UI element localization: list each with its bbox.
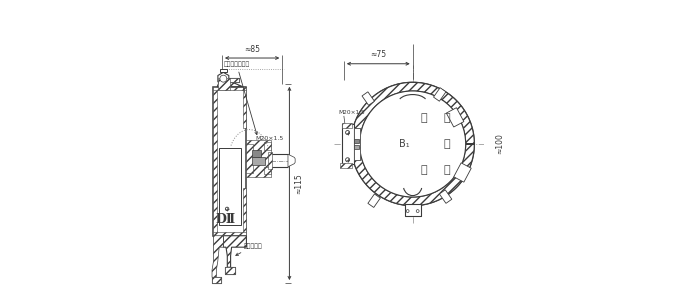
Text: 路: 路 [444, 113, 450, 123]
Circle shape [359, 91, 466, 197]
Bar [243, 87, 246, 128]
Polygon shape [217, 82, 243, 87]
Text: B₁: B₁ [399, 139, 409, 149]
Bar [213, 87, 217, 236]
Bar [354, 128, 359, 160]
Bar [446, 108, 464, 127]
Bar [362, 92, 374, 105]
Bar [355, 145, 359, 149]
Bar [225, 267, 235, 274]
Bar [355, 139, 359, 143]
Bar [246, 140, 271, 177]
Bar [439, 190, 452, 203]
Bar [220, 69, 227, 72]
Bar [264, 143, 271, 150]
Bar [243, 188, 246, 236]
Bar [252, 157, 265, 165]
Bar [213, 87, 246, 90]
Text: ≈85: ≈85 [244, 45, 260, 54]
Circle shape [225, 207, 228, 211]
Text: ≈75: ≈75 [370, 50, 386, 59]
Circle shape [416, 210, 419, 213]
Polygon shape [218, 72, 228, 85]
Bar [213, 232, 246, 236]
Bar [219, 78, 239, 82]
Text: DⅡ: DⅡ [215, 213, 235, 226]
Text: 隔爆接合面: 隔爆接合面 [236, 243, 263, 255]
Bar [454, 163, 471, 182]
Bar [212, 277, 221, 283]
Bar [342, 124, 354, 164]
Polygon shape [212, 236, 223, 277]
Bar [340, 163, 352, 168]
Circle shape [351, 82, 474, 206]
Bar [218, 78, 230, 90]
Text: 线: 线 [444, 165, 450, 175]
Bar [225, 267, 235, 274]
Text: 圆筒隔爆接合面: 圆筒隔爆接合面 [223, 61, 257, 134]
Circle shape [346, 130, 350, 134]
Polygon shape [288, 154, 295, 167]
Circle shape [406, 210, 409, 213]
Text: 断: 断 [421, 113, 428, 123]
Text: 器: 器 [444, 139, 450, 149]
Bar [434, 88, 446, 101]
Bar [246, 144, 253, 173]
Bar [405, 204, 421, 216]
Text: ≈100: ≈100 [496, 134, 505, 154]
Bar [354, 128, 359, 160]
Bar [264, 167, 271, 174]
Text: ≈115: ≈115 [294, 173, 303, 194]
Polygon shape [223, 236, 246, 267]
Bar [368, 194, 381, 207]
Bar [219, 148, 241, 226]
Circle shape [346, 158, 350, 162]
Bar [213, 87, 246, 236]
Text: M20×1.5: M20×1.5 [255, 136, 283, 141]
Polygon shape [351, 82, 474, 206]
Bar [342, 124, 354, 164]
Text: 接: 接 [421, 165, 428, 175]
Bar [252, 150, 261, 157]
Circle shape [220, 75, 227, 82]
Bar [219, 78, 239, 82]
Bar [342, 123, 352, 128]
Bar [405, 204, 421, 216]
Bar [212, 277, 221, 283]
Text: M20×1.5: M20×1.5 [338, 110, 365, 115]
Bar [268, 152, 272, 169]
